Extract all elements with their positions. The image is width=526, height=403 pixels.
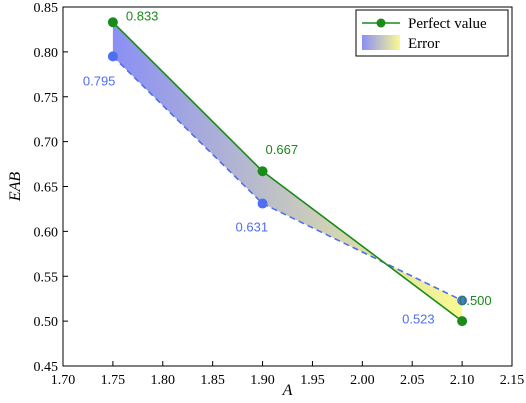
x-axis-label: A xyxy=(282,382,293,399)
data-point xyxy=(257,198,268,209)
data-point xyxy=(257,166,268,177)
y-tick-label: 0.75 xyxy=(34,91,59,106)
x-tick-label: 1.70 xyxy=(51,373,76,388)
y-tick-label: 0.85 xyxy=(34,1,59,16)
data-label: 0.523 xyxy=(402,311,435,326)
data-point xyxy=(107,17,118,28)
data-point xyxy=(457,316,468,327)
x-tick-label: 2.00 xyxy=(350,373,375,388)
data-point xyxy=(457,295,468,306)
x-tick-label: 1.95 xyxy=(300,373,325,388)
legend-label-perfect: Perfect value xyxy=(408,16,487,32)
data-point xyxy=(107,51,118,62)
y-tick-label: 0.50 xyxy=(34,315,59,330)
x-tick-label: 1.75 xyxy=(101,373,126,388)
data-label: 0.667 xyxy=(266,142,299,157)
y-tick-label: 0.80 xyxy=(34,46,59,61)
x-tick-label: 1.85 xyxy=(200,373,225,388)
x-tick-label: 1.90 xyxy=(250,373,275,388)
x-tick-label: 2.05 xyxy=(400,373,425,388)
data-label: 0.631 xyxy=(236,220,269,235)
data-label: 0.500 xyxy=(459,293,492,308)
x-tick-label: 2.10 xyxy=(450,373,475,388)
data-label: 0.795 xyxy=(83,73,116,88)
y-tick-label: 0.45 xyxy=(34,360,59,375)
y-tick-label: 0.55 xyxy=(34,270,59,285)
legend-marker-perfect xyxy=(376,18,386,28)
y-tick-label: 0.65 xyxy=(34,181,59,196)
data-label: 0.833 xyxy=(126,8,159,23)
x-tick-label: 2.15 xyxy=(500,373,525,388)
y-axis-label: EAB xyxy=(7,172,24,203)
legend-label-error: Error xyxy=(408,36,440,52)
legend-swatch-error xyxy=(362,35,400,50)
y-tick-label: 0.70 xyxy=(34,136,59,151)
error-band xyxy=(112,22,463,322)
x-tick-label: 1.80 xyxy=(151,373,176,388)
y-tick-label: 0.60 xyxy=(34,225,59,240)
